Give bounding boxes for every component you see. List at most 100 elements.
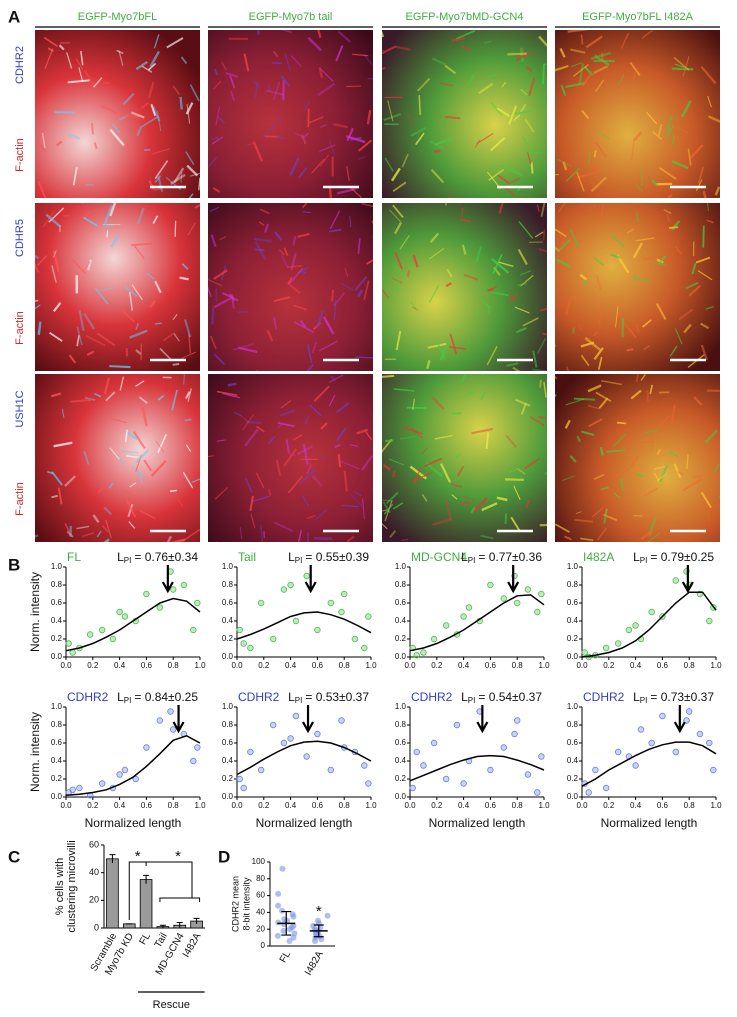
point	[247, 644, 254, 652]
panel-label: C	[8, 847, 20, 866]
y-tick-label: 0.8	[395, 720, 407, 729]
arrow	[673, 705, 686, 734]
error-bar	[109, 854, 116, 863]
point	[303, 753, 310, 760]
annotation: LPI = 0.84±0.25	[117, 690, 198, 705]
point	[538, 753, 545, 760]
y-tick-label: 1.0	[567, 702, 579, 711]
annotation-text: = 0.77±0.36	[478, 550, 542, 564]
point	[442, 775, 450, 783]
x-tick-label: 1.0	[538, 801, 550, 810]
x-tick-label: 0.6	[312, 801, 324, 810]
point	[409, 784, 416, 792]
chart-title: CDHR2	[67, 690, 109, 704]
point	[169, 726, 177, 733]
x-tick-label: 0.6	[141, 661, 153, 670]
point	[365, 613, 372, 620]
micrograph	[382, 203, 547, 371]
y-tick-label: 0.4	[51, 616, 63, 625]
x-tick-label: 0.6	[485, 661, 497, 670]
point	[240, 640, 247, 647]
error-bar	[176, 921, 183, 928]
x-axis-label: Normalized length	[85, 816, 182, 830]
y-tick-label: 0.0	[567, 792, 579, 801]
fit-curve	[65, 597, 201, 652]
y-tick-label: 0.4	[567, 756, 579, 765]
x-tick-label: 0.0	[60, 661, 72, 670]
y-tick-label: 1.0	[395, 562, 407, 571]
y-tick-label: 0.0	[395, 792, 407, 801]
annotation-subscript: PI	[295, 556, 303, 565]
y-axis-label: % cells with	[54, 858, 66, 915]
micrograph-texture	[382, 30, 547, 198]
x-tick-label: 0.2	[87, 801, 99, 810]
y-tick-label: 0.0	[51, 792, 63, 801]
y-tick-label: 0.4	[567, 616, 579, 625]
row-counterstain: F-actin	[14, 482, 26, 516]
point	[236, 626, 243, 634]
y-tick-label: 0.0	[222, 792, 234, 801]
point	[514, 717, 521, 724]
x-tick-label: FL	[138, 931, 154, 947]
row-counterstain: F-actin	[14, 311, 26, 345]
point	[534, 789, 541, 796]
sd-bar	[313, 924, 324, 938]
x-tick-label: 0.2	[258, 801, 270, 810]
annotation-text: = 0.79±0.25	[650, 550, 714, 564]
point	[236, 775, 243, 783]
y-tick-label: 0.4	[395, 616, 407, 625]
error-bar	[159, 924, 166, 928]
column-header: EGFP-Myo7bFL I482A	[582, 11, 694, 23]
point	[318, 936, 325, 943]
micrograph-texture	[37, 30, 200, 198]
point	[581, 649, 588, 656]
micrograph	[555, 30, 720, 198]
y-tick-label: 0.8	[222, 580, 234, 589]
y-tick-label: 1.0	[51, 562, 63, 571]
point	[706, 617, 713, 625]
annotation: LPI = 0.53±0.37	[288, 690, 369, 705]
point	[524, 586, 532, 593]
row-counterstain: F-actin	[14, 138, 26, 172]
y-tick-label: 0.6	[395, 598, 407, 607]
point	[592, 766, 599, 774]
arrow	[172, 705, 185, 734]
y-tick-label: 0.0	[395, 652, 407, 661]
x-tick-label: 0.8	[339, 661, 351, 670]
chart-title: FL	[67, 550, 81, 564]
point	[602, 644, 610, 652]
x-tick-label: 0.8	[168, 661, 180, 670]
annotation-symbol: L	[461, 550, 468, 564]
annotation-subscript: PI	[468, 696, 476, 705]
point	[86, 631, 94, 638]
micrograph	[35, 30, 200, 198]
point	[686, 708, 693, 715]
micrograph-texture	[208, 374, 373, 542]
micrograph	[35, 203, 200, 371]
micrograph	[208, 203, 373, 371]
x-tick-label: 0.2	[258, 661, 270, 670]
x-tick-label: 1.0	[365, 661, 377, 670]
x-tick-label: 0.8	[684, 801, 696, 810]
x-tick-label: 0.6	[485, 801, 497, 810]
x-tick-label: 0.4	[630, 661, 642, 670]
point	[180, 581, 188, 589]
annotation-symbol: L	[288, 550, 295, 564]
point	[156, 717, 163, 724]
point	[614, 748, 622, 756]
point	[290, 913, 297, 920]
point	[303, 572, 310, 580]
point	[413, 748, 420, 756]
fit-curve	[65, 734, 201, 796]
point	[240, 784, 247, 792]
chart-title: Tail	[238, 550, 256, 564]
micrograph	[555, 374, 720, 542]
y-axis-label: CDHR2 mean	[230, 876, 240, 932]
fit-curve	[236, 611, 372, 640]
micrograph-texture	[555, 30, 720, 198]
y-tick-label: 80	[256, 874, 265, 883]
annotation-subscript: PI	[640, 696, 648, 705]
point	[116, 771, 123, 778]
micrograph	[555, 203, 720, 371]
y-tick-label: 0.2	[395, 634, 407, 643]
